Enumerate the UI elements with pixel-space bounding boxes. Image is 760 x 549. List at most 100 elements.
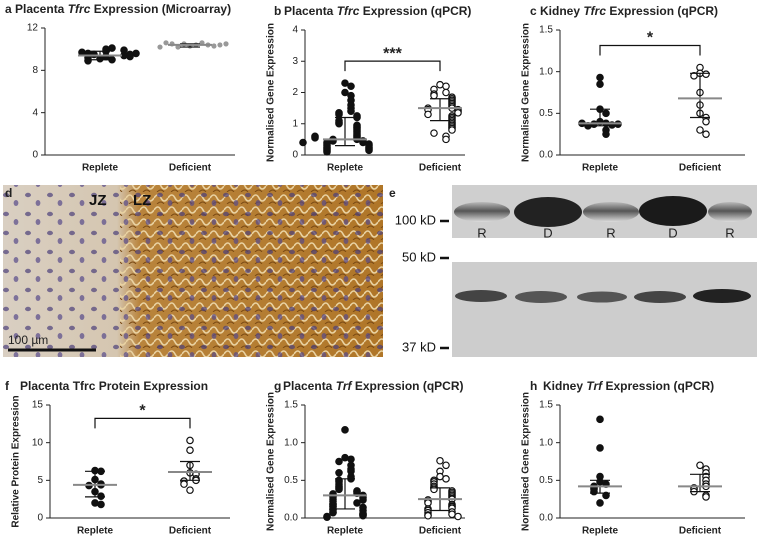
y-tick-label: 0.5 <box>284 475 298 486</box>
data-point <box>180 480 188 488</box>
data-point <box>126 50 134 59</box>
data-point <box>335 468 343 477</box>
data-point <box>347 82 355 91</box>
marker-label: 50 kD <box>402 249 436 264</box>
data-point <box>335 110 343 119</box>
data-point <box>442 135 450 144</box>
data-point <box>359 511 367 520</box>
y-axis-label: Normalised Gene Expression <box>266 23 277 162</box>
data-point <box>436 456 444 465</box>
x-tick-label: Replete <box>582 163 619 174</box>
chart-title: Placenta Tfrc Expression (Microarray) <box>15 2 231 16</box>
data-point <box>132 49 140 58</box>
data-point <box>120 46 128 55</box>
x-tick-label: Replete <box>77 526 114 537</box>
panel-label: d <box>5 186 12 200</box>
y-tick-label: 0.5 <box>539 108 553 119</box>
data-point <box>442 82 450 91</box>
data-point <box>596 73 604 82</box>
blot-strip <box>452 262 757 357</box>
chart-title: Kidney Tfrc Expression (qPCR) <box>540 4 718 18</box>
data-point <box>424 511 432 520</box>
chart-title: Kidney Trf Expression (qPCR) <box>543 379 714 393</box>
chart-title: Placenta Trf Expression (qPCR) <box>283 379 464 393</box>
y-tick-label: 3 <box>292 56 298 67</box>
data-point <box>91 499 99 507</box>
data-point <box>359 496 367 504</box>
data-point <box>702 130 710 138</box>
y-tick-label: 0 <box>32 150 38 161</box>
data-point <box>97 500 105 509</box>
x-tick-label: Replete <box>327 163 364 174</box>
y-tick-label: 5 <box>37 475 43 486</box>
y-tick-label: 0 <box>292 150 298 161</box>
data-point <box>90 50 98 59</box>
significance-label: * <box>139 403 146 420</box>
data-point <box>365 146 373 155</box>
panel-label: a <box>5 2 12 16</box>
lane-label: R <box>477 225 486 240</box>
blot-band <box>514 197 582 227</box>
data-point <box>702 493 710 501</box>
data-point <box>602 491 610 500</box>
y-tick-label: 1.5 <box>539 25 553 36</box>
data-point <box>596 415 604 424</box>
significance-bracket <box>599 44 701 56</box>
data-point <box>168 40 176 48</box>
blot-band <box>634 291 686 303</box>
y-tick-label: 1.5 <box>539 400 553 411</box>
significance-label: * <box>647 30 654 47</box>
data-point <box>442 475 450 483</box>
data-point <box>353 499 361 507</box>
blot-band <box>708 202 752 222</box>
y-tick-label: 0 <box>37 513 43 524</box>
x-tick-label: Deficient <box>679 163 722 174</box>
data-point <box>186 446 194 455</box>
data-point <box>335 119 343 128</box>
significance-bracket <box>344 60 441 72</box>
data-point <box>186 486 194 494</box>
tissue-nuclei <box>3 185 383 357</box>
y-tick-label: 10 <box>32 437 44 448</box>
data-point <box>216 41 224 49</box>
y-tick-label: 4 <box>292 25 298 36</box>
marker-label: 37 kD <box>402 339 436 354</box>
x-tick-label: Deficient <box>679 526 722 537</box>
data-point <box>335 485 343 494</box>
chart-title: Placenta Tfrc Expression (qPCR) <box>284 4 471 18</box>
data-point <box>210 42 218 50</box>
data-point <box>156 43 164 51</box>
data-point <box>702 70 710 78</box>
data-point <box>696 461 704 470</box>
data-point <box>329 508 337 517</box>
data-point <box>430 91 438 100</box>
y-tick-label: 1 <box>292 118 298 129</box>
data-point <box>341 453 349 462</box>
data-point <box>590 487 598 496</box>
data-point <box>323 148 331 156</box>
marker-label: 100 kD <box>395 212 436 227</box>
blot-band <box>454 202 510 222</box>
y-axis-label: Normalised Gene Expression <box>266 392 277 531</box>
x-tick-label: Replete <box>582 526 619 537</box>
y-axis-label: Normalised Gene Expression <box>521 392 532 531</box>
blot-band <box>577 291 627 303</box>
blot-image <box>440 185 757 357</box>
blot-band <box>639 196 707 226</box>
panel-label: e <box>389 186 396 200</box>
data-point <box>311 132 319 141</box>
data-point <box>702 117 710 126</box>
data-point <box>436 80 444 89</box>
y-tick-label: 8 <box>32 65 38 76</box>
data-point <box>596 80 604 88</box>
data-point <box>97 492 105 500</box>
chart-title: Placenta Tfrc Protein Expression <box>20 379 208 393</box>
y-tick-label: 15 <box>32 400 44 411</box>
lane-label: D <box>668 225 677 240</box>
y-tick-label: 1.0 <box>539 66 553 77</box>
data-point <box>347 107 355 116</box>
y-axis-label: Relative Protein Expression <box>11 395 22 527</box>
y-tick-label: 0.0 <box>539 150 553 161</box>
x-tick-label: Replete <box>327 526 364 537</box>
